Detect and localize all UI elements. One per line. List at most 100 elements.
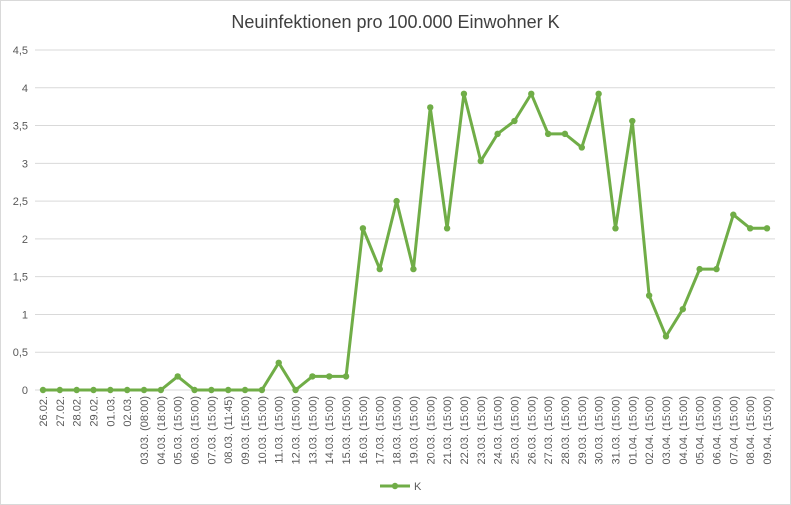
x-tick-label: 11.03. (15:00) <box>274 396 286 464</box>
x-tick-label: 07.04. (15:00) <box>728 396 740 465</box>
data-point <box>544 130 552 138</box>
y-tick-label: 2 <box>22 234 28 246</box>
gridlines <box>35 49 775 391</box>
legend-marker <box>391 482 399 490</box>
y-tick-label: 1,5 <box>13 272 28 284</box>
x-tick-label: 08.03. (11:45) <box>223 396 235 464</box>
data-point <box>359 225 367 232</box>
chart-title: Neuinfektionen pro 100.000 Einwohner K <box>231 12 560 32</box>
y-tick-label: 1 <box>22 309 28 321</box>
x-tick-label: 02.03. <box>122 396 134 427</box>
x-tick-label: 17.03. (15:00) <box>375 396 387 465</box>
data-point <box>477 157 484 165</box>
x-tick-label: 28.02. <box>72 396 84 427</box>
data-point <box>342 373 350 380</box>
data-point <box>595 90 602 98</box>
data-point <box>292 386 299 394</box>
x-tick-label: 01.04. (15:00) <box>627 396 639 465</box>
data-point <box>561 130 569 138</box>
x-tick-label: 30.03. (15:00) <box>594 396 606 465</box>
y-tick-label: 0 <box>22 385 28 397</box>
data-point <box>393 197 400 205</box>
x-tick-label: 20.03. (15:00) <box>425 396 437 465</box>
data-point <box>763 225 771 232</box>
y-tick-label: 3 <box>22 158 28 170</box>
x-tick-label: 06.04. (15:00) <box>711 396 723 465</box>
x-tick-label: 21.03. (15:00) <box>442 396 454 465</box>
data-point <box>107 386 114 394</box>
series-line <box>41 92 769 392</box>
data-point <box>39 386 47 394</box>
data-point <box>140 386 148 394</box>
x-tick-label: 05.04. (15:00) <box>695 396 707 465</box>
x-tick-label: 27.03. (15:00) <box>543 396 555 465</box>
data-point <box>225 386 232 394</box>
data-point <box>713 265 720 273</box>
data-point <box>123 386 131 394</box>
data-point <box>90 386 97 394</box>
x-tick-label: 26.03. (15:00) <box>526 396 538 465</box>
data-point <box>662 333 670 340</box>
data-point <box>191 386 198 394</box>
data-point <box>208 386 215 394</box>
x-tick-label: 09.03. (15:00) <box>240 396 252 465</box>
data-point <box>410 265 417 273</box>
data-point <box>528 90 535 98</box>
x-tick-label: 13.03. (15:00) <box>307 396 319 465</box>
x-tick-label: 15.03. (15:00) <box>341 396 353 465</box>
data-point <box>309 373 316 380</box>
x-axis-ticks: 26.02. 27.02. 28.02. 29.02. 01.03. 02.03. 03.0… <box>38 396 774 465</box>
x-tick-label: 06.03. (15:00) <box>190 396 202 465</box>
y-tick-label: 3,5 <box>13 121 28 133</box>
data-point <box>427 104 434 111</box>
x-tick-label: 24.03. (15:00) <box>493 396 505 465</box>
legend: K <box>380 481 422 493</box>
y-axis-ticks: 0 0,5 1 1,5 2 2,5 3 3,5 4 4,5 <box>13 45 28 397</box>
data-point <box>612 225 619 232</box>
x-tick-label: 04.04. (15:00) <box>678 396 690 465</box>
x-tick-label: 16.03. (15:00) <box>358 396 370 465</box>
x-tick-label: 27.02. <box>55 396 67 427</box>
data-point <box>696 265 703 273</box>
x-tick-label: 04.03. (18:00) <box>156 396 168 465</box>
x-tick-label: 29.03. (15:00) <box>577 396 589 465</box>
data-point <box>326 373 333 380</box>
data-point <box>494 130 501 138</box>
data-point <box>511 117 518 125</box>
x-tick-label: 12.03. (15:00) <box>291 396 303 465</box>
data-point <box>241 386 249 394</box>
data-point <box>679 305 687 313</box>
x-tick-label: 18.03. (15:00) <box>392 396 404 465</box>
data-point <box>157 386 165 394</box>
x-tick-label: 25.03. (15:00) <box>509 396 521 465</box>
data-point <box>578 144 585 151</box>
x-tick-label: 01.03. <box>105 396 117 427</box>
data-point <box>460 90 468 98</box>
x-tick-label: 03.04. (15:00) <box>661 396 673 465</box>
x-tick-label: 10.03. (15:00) <box>257 396 269 465</box>
x-tick-label: 29.02. <box>89 396 101 427</box>
x-tick-label: 14.03. (15:00) <box>324 396 336 465</box>
data-point <box>730 211 737 218</box>
y-tick-label: 2,5 <box>13 196 28 208</box>
x-tick-label: 03.03. (08:00) <box>139 396 151 465</box>
x-tick-label: 07.03. (15:00) <box>206 396 218 465</box>
x-tick-label: 22.03. (15:00) <box>459 396 471 465</box>
x-tick-label: 05.03. (15:00) <box>173 396 185 465</box>
x-tick-label: 31.03. (15:00) <box>610 396 622 465</box>
x-tick-label: 19.03. (15:00) <box>408 396 420 465</box>
y-tick-label: 4,5 <box>13 45 28 57</box>
x-tick-label: 26.02. <box>38 396 50 427</box>
data-point <box>275 359 282 366</box>
data-point <box>376 265 383 273</box>
data-point <box>443 225 451 232</box>
series-k <box>39 90 771 394</box>
data-point <box>73 386 80 394</box>
data-point <box>174 373 181 380</box>
y-tick-label: 0,5 <box>13 347 28 359</box>
x-tick-label: 08.04. (15:00) <box>745 396 757 465</box>
x-tick-label: 23.03. (15:00) <box>476 396 488 465</box>
data-point <box>629 117 636 125</box>
